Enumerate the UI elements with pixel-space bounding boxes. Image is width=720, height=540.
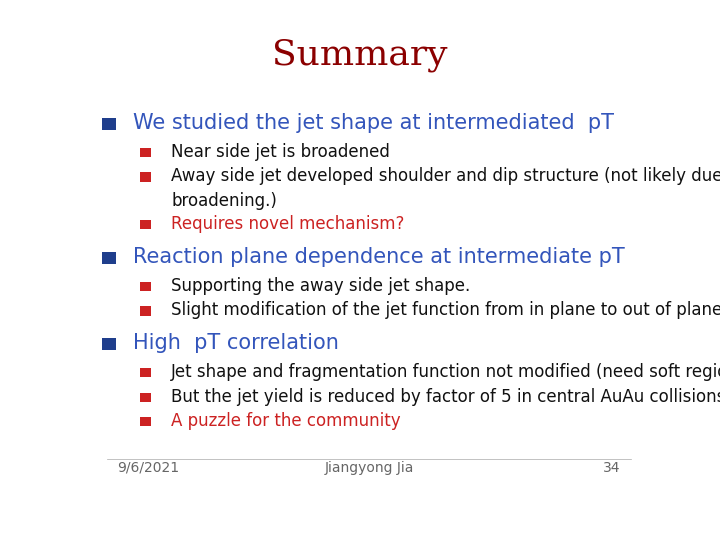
FancyBboxPatch shape	[140, 282, 151, 291]
FancyBboxPatch shape	[140, 220, 151, 229]
FancyBboxPatch shape	[140, 368, 151, 377]
FancyBboxPatch shape	[140, 393, 151, 402]
FancyBboxPatch shape	[140, 306, 151, 315]
Text: Requires novel mechanism?: Requires novel mechanism?	[171, 215, 405, 233]
Text: A puzzle for the community: A puzzle for the community	[171, 413, 401, 430]
Text: Near side jet is broadened: Near side jet is broadened	[171, 143, 390, 161]
Text: Slight modification of the jet function from in plane to out of plane: Slight modification of the jet function …	[171, 301, 720, 320]
Text: Jet shape and fragmentation function not modified (need soft region): Jet shape and fragmentation function not…	[171, 363, 720, 381]
FancyBboxPatch shape	[140, 147, 151, 157]
FancyBboxPatch shape	[140, 417, 151, 427]
FancyBboxPatch shape	[140, 172, 151, 181]
Text: We studied the jet shape at intermediated  pT: We studied the jet shape at intermediate…	[132, 112, 613, 132]
FancyBboxPatch shape	[102, 338, 117, 350]
FancyBboxPatch shape	[102, 118, 117, 130]
FancyBboxPatch shape	[102, 252, 117, 264]
Text: Summary: Summary	[272, 38, 448, 72]
Text: Reaction plane dependence at intermediate pT: Reaction plane dependence at intermediat…	[132, 247, 624, 267]
Text: Away side jet developed shoulder and dip structure (not likely due to jet: Away side jet developed shoulder and dip…	[171, 167, 720, 185]
Text: High  pT correlation: High pT correlation	[132, 333, 338, 353]
Text: But the jet yield is reduced by factor of 5 in central AuAu collisions.: But the jet yield is reduced by factor o…	[171, 388, 720, 406]
Text: 9/6/2021: 9/6/2021	[117, 461, 179, 475]
Text: 34: 34	[603, 461, 621, 475]
Text: Jiangyong Jia: Jiangyong Jia	[324, 461, 414, 475]
Text: broadening.): broadening.)	[171, 192, 277, 210]
Text: Supporting the away side jet shape.: Supporting the away side jet shape.	[171, 277, 471, 295]
